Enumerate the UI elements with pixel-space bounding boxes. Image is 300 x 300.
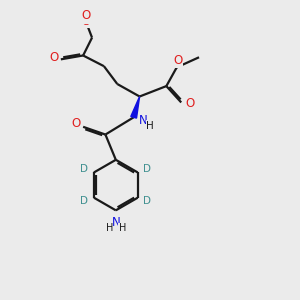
Text: O: O — [82, 17, 91, 27]
Text: O: O — [50, 51, 59, 64]
Text: H: H — [146, 121, 154, 130]
Polygon shape — [131, 97, 140, 118]
Text: O: O — [185, 98, 194, 110]
Text: D: D — [143, 164, 151, 174]
Text: N: N — [139, 114, 148, 128]
Text: H: H — [106, 223, 113, 233]
Text: O: O — [82, 9, 91, 22]
Text: H: H — [119, 223, 126, 233]
Text: O: O — [80, 14, 89, 24]
Text: D: D — [143, 196, 151, 206]
Text: D: D — [80, 164, 88, 174]
Text: O: O — [71, 117, 80, 130]
Text: N: N — [111, 216, 120, 229]
Text: O: O — [174, 54, 183, 67]
Text: D: D — [80, 196, 88, 206]
